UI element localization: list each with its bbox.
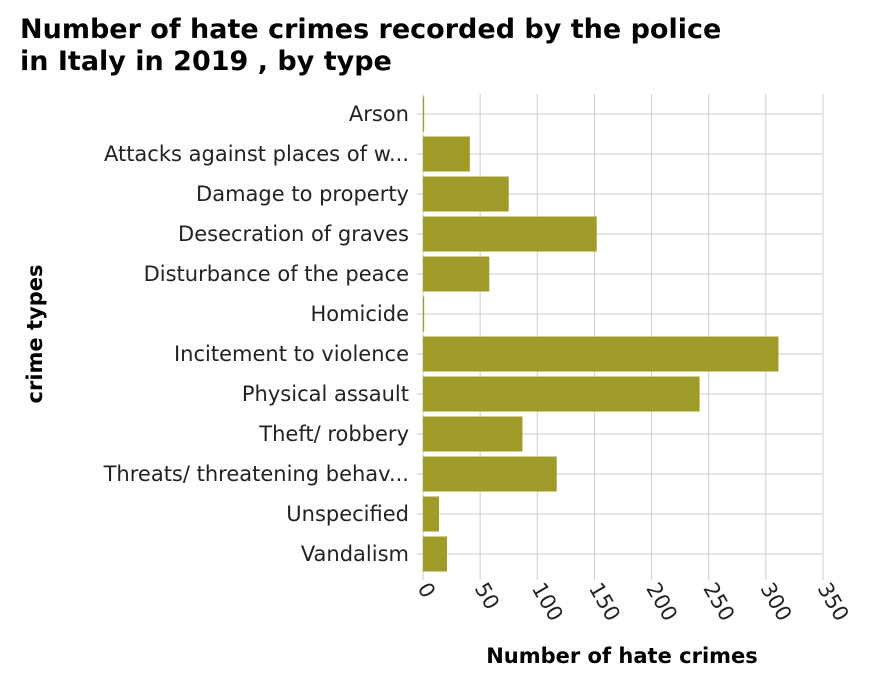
- bar: [423, 216, 597, 252]
- chart-title-line-2: in Italy in 2019 , by type: [20, 46, 392, 77]
- y-axis-title: crime types: [23, 265, 47, 404]
- y-tick-label: Vandalism: [301, 542, 409, 566]
- bar: [423, 176, 509, 212]
- y-tick-label: Homicide: [310, 302, 409, 326]
- y-tick-label: Threats/ threatening behav...: [103, 462, 409, 486]
- bar: [423, 336, 779, 372]
- bar: [423, 536, 447, 572]
- x-tick-label: 150: [584, 579, 625, 626]
- y-tick-label: Damage to property: [196, 182, 409, 206]
- bar: [423, 256, 490, 292]
- x-tick-label: 100: [527, 579, 568, 626]
- y-tick-label: Unspecified: [286, 502, 409, 526]
- bar: [423, 456, 557, 492]
- bar: [423, 96, 425, 132]
- y-tick-label: Incitement to violence: [174, 342, 409, 366]
- y-tick-labels: Arson Attacks against places of w... Damag…: [103, 102, 409, 566]
- x-tick-labels: 0 50 100 150 200 250 300 350: [413, 579, 854, 626]
- y-tick-label: Attacks against places of w...: [104, 142, 409, 166]
- y-tick-label: Disturbance of the peace: [144, 262, 409, 286]
- bars: [423, 96, 779, 572]
- y-tick-label: Arson: [349, 102, 409, 126]
- x-tick-label: 300: [756, 579, 797, 626]
- chart-title-line-1: Number of hate crimes recorded by the po…: [20, 14, 722, 45]
- y-tick-label: Physical assault: [242, 382, 409, 406]
- y-tick-label: Desecration of graves: [178, 222, 409, 246]
- x-tick-label: 200: [641, 579, 682, 626]
- chart-title: Number of hate crimes recorded by the po…: [20, 14, 860, 78]
- x-tick-label: 350: [813, 579, 854, 626]
- x-tick-label: 0: [413, 579, 440, 603]
- x-tick-label: 50: [470, 579, 504, 614]
- bar: [423, 496, 439, 532]
- bar: [423, 376, 700, 412]
- bar: [423, 136, 470, 172]
- bar: [423, 296, 425, 332]
- bar: [423, 416, 523, 452]
- y-tick-label: Theft/ robbery: [258, 422, 409, 446]
- x-axis-title: Number of hate crimes: [486, 644, 758, 668]
- x-tick-label: 250: [698, 579, 739, 626]
